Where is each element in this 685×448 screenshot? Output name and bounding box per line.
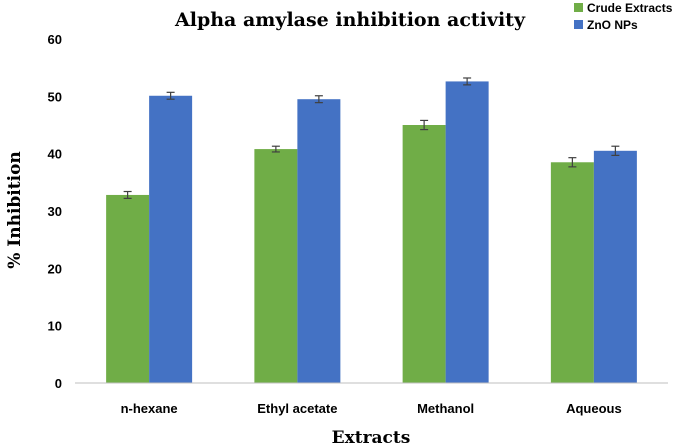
x-tick-label-n-hexane: n-hexane [121, 401, 178, 416]
y-tick-label: 50 [48, 89, 62, 104]
error-bar-zno-nps-n-hexane [166, 91, 175, 100]
bar-zno-nps-aqueous [593, 150, 637, 383]
y-axis-ticks: 0 10 20 30 40 50 60 [48, 32, 62, 391]
x-axis-ticks: n-hexane Ethyl acetate Methanol Aqueous [121, 401, 622, 416]
bar-zno-nps-ethyl-acetate [297, 99, 341, 383]
bar-zno-nps-n-hexane [149, 95, 193, 383]
y-tick-label: 60 [48, 32, 62, 47]
bars [106, 81, 637, 383]
bar-crude-extracts-methanol [402, 125, 446, 383]
x-tick-label-methanol: Methanol [417, 401, 474, 416]
y-tick-label: 30 [48, 204, 62, 219]
error-bar-crude-extracts-aqueous [568, 157, 577, 168]
y-tick-label: 10 [48, 319, 62, 334]
error-bar-crude-extracts-n-hexane [123, 190, 132, 199]
error-bar-crude-extracts-methanol [420, 119, 429, 131]
error-bar-zno-nps-ethyl-acetate [314, 95, 323, 104]
y-tick-label: 40 [48, 147, 62, 162]
x-tick-label-ethyl-acetate: Ethyl acetate [257, 401, 337, 416]
legend: Crude Extracts ZnO NPs [574, 1, 673, 32]
legend-label-zno-nps: ZnO NPs [587, 18, 638, 32]
error-bar-crude-extracts-ethyl-acetate [271, 145, 280, 153]
bar-crude-extracts-aqueous [550, 162, 594, 383]
error-bars [123, 77, 620, 199]
x-tick-label-aqueous: Aqueous [566, 401, 622, 416]
error-bar-zno-nps-methanol [463, 77, 472, 86]
error-bar-zno-nps-aqueous [611, 145, 620, 156]
legend-swatch-crude-extracts [574, 3, 583, 12]
y-tick-label: 20 [48, 261, 62, 276]
legend-swatch-zno-nps [574, 20, 583, 29]
x-axis-title: Extracts [332, 428, 411, 448]
bar-crude-extracts-n-hexane [106, 194, 150, 383]
bar-crude-extracts-ethyl-acetate [254, 149, 298, 383]
chart-title: Alpha amylase inhibition activity [174, 9, 526, 31]
bar-zno-nps-methanol [445, 81, 489, 383]
y-tick-label: 0 [55, 376, 62, 391]
legend-label-crude-extracts: Crude Extracts [587, 1, 673, 15]
y-axis-title: % Inhibition [5, 151, 25, 269]
